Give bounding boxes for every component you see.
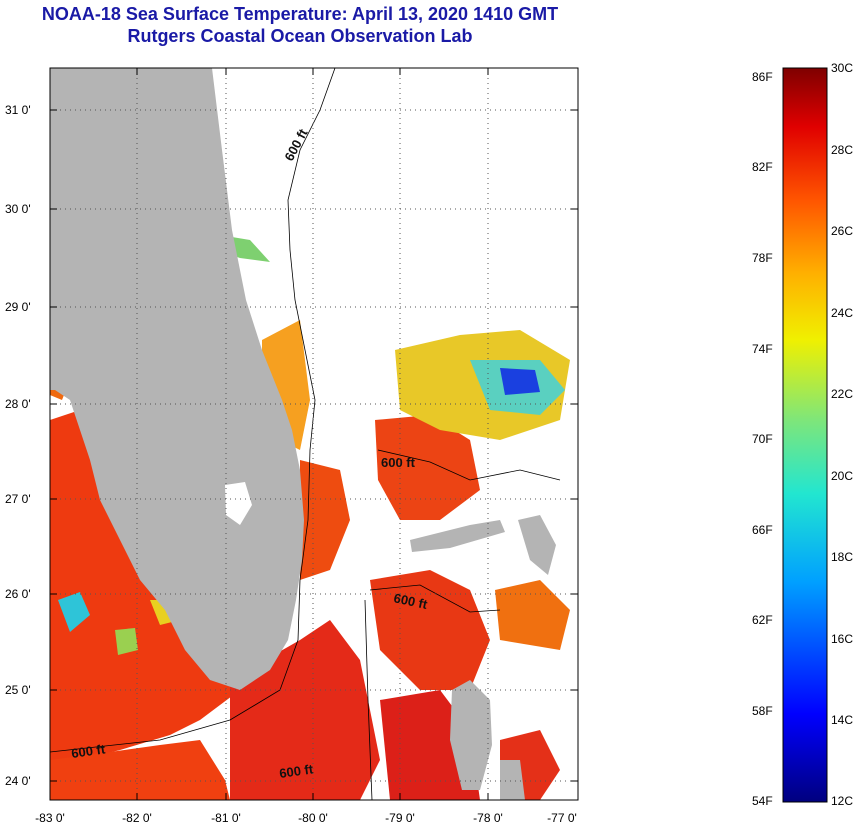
cuba-coast bbox=[500, 760, 525, 800]
colorbar-f-label: 66F bbox=[752, 523, 773, 537]
sst-patch-east bbox=[495, 580, 570, 650]
colorbar-c-label: 26C bbox=[831, 224, 854, 238]
longitude-axis: -83 0' -82 0' -81 0' -80 0' -79 0' -78 0… bbox=[35, 811, 577, 825]
sst-patch-bahamas-b bbox=[370, 570, 490, 690]
colorbar-c-label: 28C bbox=[831, 143, 854, 157]
map-title: NOAA-18 Sea Surface Temperature: April 1… bbox=[41, 4, 559, 24]
lat-tick-label: 26 0' bbox=[5, 587, 31, 601]
contour-label: 600 ft bbox=[392, 590, 429, 612]
grand-bahama bbox=[410, 520, 505, 552]
sst-patch-atlantic bbox=[300, 460, 350, 580]
colorbar-c-label: 30C bbox=[831, 61, 854, 75]
isobath-line-straits bbox=[364, 599, 373, 800]
florida-peninsula bbox=[50, 68, 304, 690]
lon-tick-label: -78 0' bbox=[473, 811, 503, 825]
lon-tick-label: -81 0' bbox=[211, 811, 241, 825]
contour-label: 600 ft bbox=[281, 126, 311, 164]
abaco-island bbox=[518, 515, 556, 575]
colorbar-c-label: 24C bbox=[831, 306, 854, 320]
lon-tick-label: -82 0' bbox=[122, 811, 152, 825]
lake-okeechobee bbox=[225, 482, 252, 525]
colorbar-f-label: 70F bbox=[752, 432, 773, 446]
sst-cool-spot bbox=[58, 592, 90, 632]
colorbar-f-label: 86F bbox=[752, 70, 773, 84]
colorbar-f-label: 62F bbox=[752, 613, 773, 627]
lon-tick-label: -79 0' bbox=[385, 811, 415, 825]
andros-island bbox=[450, 680, 492, 790]
isobath-600ft bbox=[50, 68, 561, 800]
sst-patch-coldest bbox=[500, 368, 540, 395]
lat-tick-label: 24 0' bbox=[5, 774, 31, 788]
colorbar-c-label: 22C bbox=[831, 387, 854, 401]
lat-tick-label: 31 0' bbox=[5, 103, 31, 117]
lat-tick-label: 28 0' bbox=[5, 397, 31, 411]
sst-patch-bahamas bbox=[375, 415, 480, 520]
colorbar-c-label: 14C bbox=[831, 713, 854, 727]
latitude-axis: 24 0' 25 0' 26 0' 27 0' 28 0' 29 0' 30 0… bbox=[5, 103, 31, 788]
graticule bbox=[50, 68, 578, 800]
lon-tick-label: -83 0' bbox=[35, 811, 65, 825]
colorbar-f-label: 74F bbox=[752, 342, 773, 356]
isobath-line-east bbox=[50, 68, 336, 753]
isobath-line-bahamas bbox=[377, 449, 561, 481]
colorbar-f-label: 54F bbox=[752, 794, 773, 808]
colorbar-c-label: 12C bbox=[831, 794, 854, 808]
lon-tick-label: -80 0' bbox=[298, 811, 328, 825]
colorbar bbox=[782, 67, 828, 803]
sst-cool-spot bbox=[115, 628, 138, 655]
land-layer bbox=[50, 68, 556, 800]
lat-tick-label: 25 0' bbox=[5, 683, 31, 697]
colorbar-f-label: 58F bbox=[752, 704, 773, 718]
lat-tick-label: 30 0' bbox=[5, 202, 31, 216]
map-subtitle: Rutgers Coastal Ocean Observation Lab bbox=[127, 26, 473, 46]
lat-tick-label: 27 0' bbox=[5, 492, 31, 506]
lat-tick-label: 29 0' bbox=[5, 300, 31, 314]
colorbar-f-label: 78F bbox=[752, 251, 773, 265]
lon-tick-label: -77 0' bbox=[547, 811, 577, 825]
sst-patch-gulf-south bbox=[50, 740, 230, 800]
contour-label: 600 ft bbox=[278, 761, 314, 781]
axis-ticks bbox=[50, 68, 578, 800]
colorbar-c-label: 16C bbox=[831, 632, 854, 646]
colorbar-f-label: 82F bbox=[752, 160, 773, 174]
map-frame bbox=[49, 67, 579, 801]
contour-label: 600 ft bbox=[70, 741, 106, 761]
isobath-line-south bbox=[369, 584, 501, 613]
colorbar-c-label: 18C bbox=[831, 550, 854, 564]
contour-label: 600 ft bbox=[381, 455, 416, 470]
colorbar-c-label: 20C bbox=[831, 469, 854, 483]
